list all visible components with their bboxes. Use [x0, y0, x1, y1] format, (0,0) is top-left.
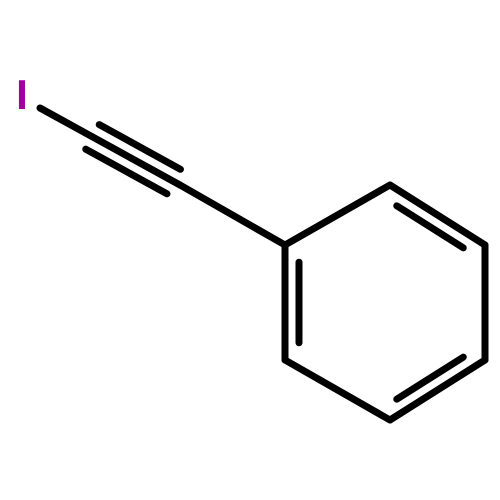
bond-layer [40, 108, 485, 420]
bond-line [180, 185, 285, 245]
i-atom-label: I [16, 71, 28, 118]
molecule-canvas: I [0, 0, 500, 500]
bond-line [40, 108, 180, 185]
bond-line [390, 360, 485, 420]
atom-label-layer: I [16, 71, 28, 118]
bond-line [390, 185, 485, 245]
bond-line [285, 185, 390, 245]
bond-line [285, 360, 390, 420]
